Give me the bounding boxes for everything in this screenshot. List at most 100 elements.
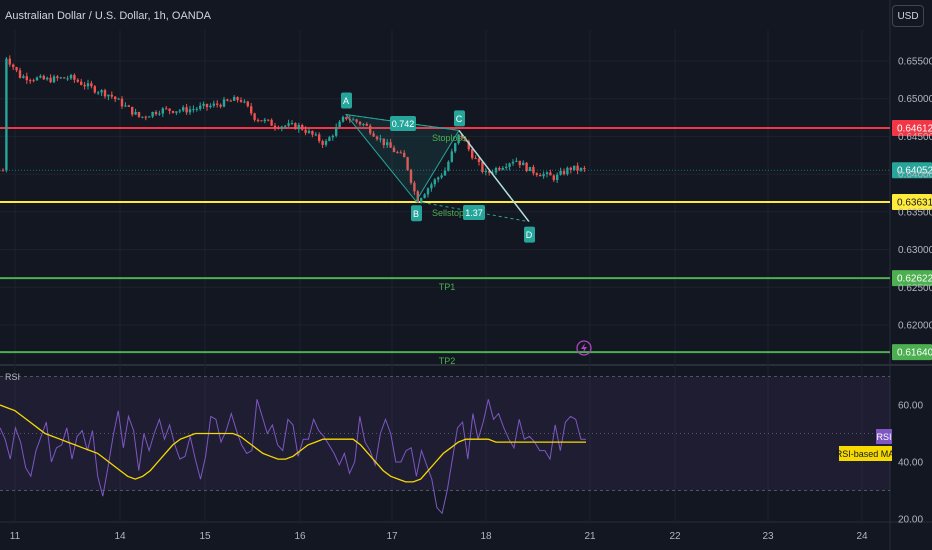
stoploss-label: Stoploss (432, 133, 467, 143)
candle-body (328, 137, 331, 141)
candle-body (18, 70, 22, 78)
candle-body (307, 130, 311, 133)
candle-body (154, 111, 158, 115)
candle-body (324, 140, 328, 145)
rsi-title: RSI (5, 372, 20, 382)
candle-body (498, 167, 501, 170)
candle-body (304, 129, 307, 133)
level-price-badge-tp1 (892, 270, 932, 287)
candle-body (314, 134, 317, 136)
candle-body (430, 184, 433, 189)
candle-body (199, 105, 202, 109)
candle-body (484, 170, 487, 173)
candle-body (46, 77, 49, 80)
pattern-leg-bd (415, 200, 530, 223)
candle-body (450, 151, 453, 162)
candle-body (182, 107, 185, 111)
candle-body (39, 75, 42, 78)
candle-body (212, 103, 215, 106)
candle-body (103, 90, 107, 97)
candle-body (535, 173, 538, 176)
candle-body (120, 98, 124, 107)
candle-body (76, 79, 79, 82)
candle-body (236, 97, 239, 101)
candle-body (539, 175, 542, 177)
candle-body (66, 78, 69, 80)
candle-body (110, 94, 113, 97)
legend-rsi-label: RSI (876, 432, 891, 442)
price-tick-label: 0.64500 (898, 132, 932, 143)
level-price-badge-red (892, 119, 932, 136)
time-tick-label: 15 (199, 531, 211, 542)
rsi-tick-label: 20.00 (898, 515, 923, 526)
candle-body (399, 152, 402, 154)
last-price-label: 0.64052 (897, 166, 932, 177)
candle-body (528, 166, 532, 172)
price-tick-label: 0.62000 (898, 321, 932, 332)
candle-body (290, 123, 294, 125)
candle-body (341, 116, 345, 122)
pattern-point-label-d: D (526, 230, 533, 240)
candle-body (576, 165, 579, 171)
pattern-point-label-a: A (343, 96, 349, 106)
axes: 0.65500 0.65000 0.64500 0.64000 0.63500 0.630… (10, 57, 932, 543)
price-tick-label: 0.65500 (898, 57, 932, 68)
candle-body (420, 198, 423, 203)
candle-body (165, 108, 168, 110)
candle-body (144, 116, 147, 118)
rsi-line (0, 399, 586, 515)
time-tick-label: 17 (386, 531, 398, 542)
candle-body (379, 138, 382, 140)
candle-body (542, 174, 545, 177)
candle-body (355, 119, 358, 122)
candle-body (549, 172, 552, 176)
ratio-cd-badge (463, 205, 485, 220)
candle-body (22, 76, 25, 78)
candle-body (443, 170, 447, 176)
candle-body (25, 76, 28, 81)
candle-body (49, 77, 52, 83)
candle-body (532, 166, 535, 174)
candle-body (433, 179, 436, 185)
candle-body (352, 119, 355, 121)
pattern-leg-ac (345, 114, 460, 131)
candle-body (168, 108, 171, 111)
price-tick-label: 0.64000 (898, 170, 932, 181)
candle-body (69, 74, 73, 79)
candle-body (481, 161, 484, 173)
candle-body (365, 123, 368, 126)
candle-body (311, 130, 314, 135)
candle-body (301, 125, 304, 130)
rsi-pane: RSI RSI RSI-based MA (0, 372, 894, 515)
rsi-ma-line (0, 404, 586, 483)
candle-body (97, 92, 100, 94)
candle-body (93, 86, 96, 93)
candle-body (573, 165, 576, 170)
candle-body (100, 90, 103, 93)
price-levels: 0.64612 0.63631 0.62622 TP1 0.61640 TP2 0.6405… (0, 119, 932, 366)
candle-body (389, 142, 392, 148)
candle-body (260, 120, 263, 122)
level-price-badge-yellow (892, 193, 932, 210)
candle-body (280, 126, 283, 129)
currency-button[interactable]: USD (892, 5, 924, 27)
candle-body (494, 167, 498, 173)
level-price-label-tp1: 0.62622 (897, 274, 932, 285)
candle-body (158, 113, 161, 115)
candle-body (226, 99, 229, 101)
candle-body (358, 121, 362, 125)
candle-body (161, 108, 164, 114)
candle-body (583, 168, 586, 170)
legend-rsi-ma-badge (839, 446, 892, 461)
candle-body (263, 119, 266, 122)
candle-body (250, 106, 253, 114)
candle-body (137, 112, 141, 117)
ratio-ab-badge (390, 116, 416, 131)
candle-body (511, 161, 515, 164)
candle-body (192, 109, 195, 111)
candle-body (73, 74, 76, 80)
candle-body (270, 119, 273, 126)
candle-body (175, 111, 178, 113)
candle-body (382, 138, 385, 146)
